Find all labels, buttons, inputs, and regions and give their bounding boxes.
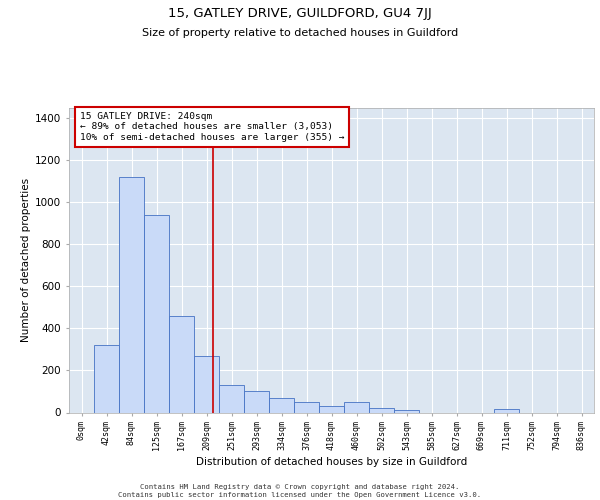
Bar bbox=[269, 398, 294, 412]
Bar bbox=[319, 406, 344, 412]
Text: Contains HM Land Registry data © Crown copyright and database right 2024.
Contai: Contains HM Land Registry data © Crown c… bbox=[118, 484, 482, 498]
Bar bbox=[369, 408, 394, 412]
Bar bbox=[494, 410, 519, 412]
Y-axis label: Number of detached properties: Number of detached properties bbox=[21, 178, 31, 342]
Bar bbox=[94, 345, 119, 412]
Bar bbox=[144, 215, 169, 412]
Text: Size of property relative to detached houses in Guildford: Size of property relative to detached ho… bbox=[142, 28, 458, 38]
Bar bbox=[344, 402, 369, 412]
Bar bbox=[194, 356, 219, 412]
X-axis label: Distribution of detached houses by size in Guildford: Distribution of detached houses by size … bbox=[196, 457, 467, 467]
Bar bbox=[244, 392, 269, 412]
Text: 15, GATLEY DRIVE, GUILDFORD, GU4 7JJ: 15, GATLEY DRIVE, GUILDFORD, GU4 7JJ bbox=[168, 8, 432, 20]
Bar bbox=[394, 410, 419, 412]
Bar bbox=[169, 316, 194, 412]
Bar bbox=[219, 385, 244, 412]
Text: 15 GATLEY DRIVE: 240sqm
← 89% of detached houses are smaller (3,053)
10% of semi: 15 GATLEY DRIVE: 240sqm ← 89% of detache… bbox=[79, 112, 344, 142]
Bar bbox=[119, 177, 144, 412]
Bar bbox=[294, 402, 319, 412]
